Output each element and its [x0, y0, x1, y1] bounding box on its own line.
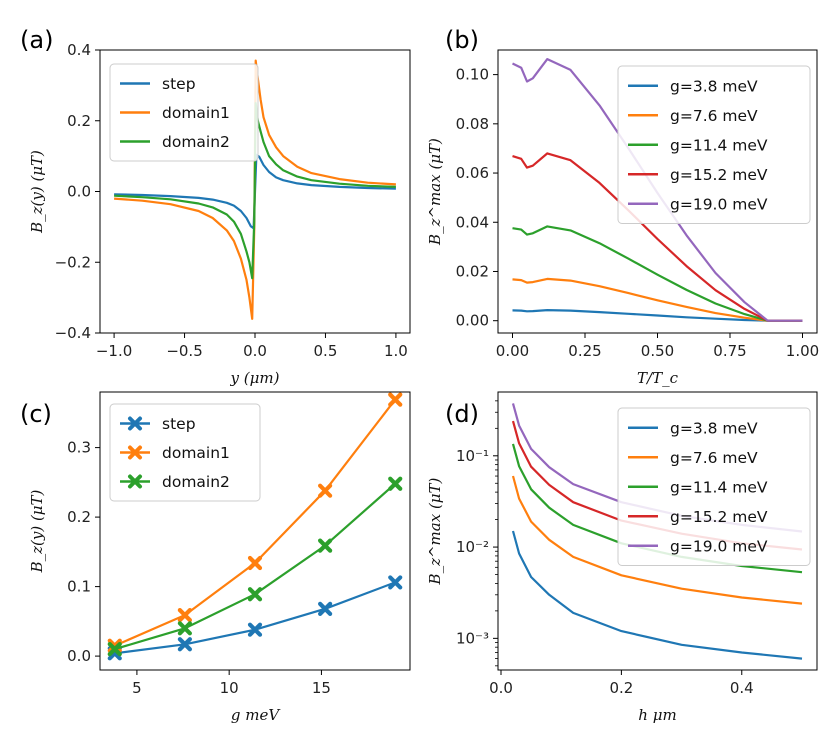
- y-tick-label: 0.2: [67, 508, 91, 526]
- panel-d: (d) 0.0 0.2 0.4 10⁻³ 10⁻² 10⁻¹ h μm B_z^max (μT)…: [426, 391, 818, 724]
- x-tick-label: 0.2: [609, 679, 633, 697]
- y-axis-label: B_z(y) (μT): [28, 150, 46, 234]
- y-tick-label: 10⁻²: [456, 538, 489, 556]
- x-axis-label: y (μm): [230, 369, 280, 387]
- y-tick-label: 0.04: [456, 213, 489, 231]
- data-point-marker: [107, 642, 122, 657]
- panel-c: (c) 5 10 15 0.0 0.1 0.2 0.3 g meV B_z(y) (μT) step…: [20, 391, 411, 724]
- y-tick-label: 0.10: [456, 66, 489, 84]
- data-point-marker: [318, 483, 333, 498]
- panel-a: (a) −1.0 −0.5 0.0 0.5 1.0 −0.4 −0.2 0.0 0.2 0.4 y (…: [20, 26, 411, 387]
- x-tick-label: 0.75: [713, 342, 746, 360]
- series-line-g-15-2-mev: [512, 152, 803, 322]
- y-axis-label: B_z^max (μT): [426, 138, 444, 246]
- x-tick-label: 0.5: [314, 342, 338, 360]
- series-line-g-11-4-mev: [512, 225, 803, 322]
- x-tick-label: 0.50: [641, 342, 674, 360]
- data-point-marker: [177, 607, 192, 623]
- series-line-domain2: [114, 482, 396, 651]
- x-tick-label: 5: [132, 679, 142, 697]
- legend: step domain1 domain2: [109, 63, 259, 162]
- y-tick-label: 0.0: [67, 647, 91, 665]
- legend-label: step: [162, 415, 196, 433]
- x-tick-label: 10: [220, 679, 239, 697]
- data-point-marker: [388, 575, 403, 590]
- legend: step domain1 domain2: [109, 403, 261, 502]
- plot-area: [107, 392, 403, 661]
- data-point-marker: [388, 476, 403, 491]
- legend-label: g=15.2 meV: [670, 508, 768, 526]
- legend: g=3.8 meV g=7.6 meV g=11.4 meV g=15.2 meV g=…: [617, 407, 811, 566]
- y-axis-label: B_z(y) (μT): [28, 489, 46, 573]
- legend-label: g=19.0 meV: [670, 195, 768, 213]
- legend: g=3.8 meV g=7.6 meV g=11.4 meV g=15.2 meV g=…: [617, 65, 811, 224]
- legend-label: g=11.4 meV: [670, 136, 768, 154]
- data-point-marker: [177, 637, 192, 652]
- x-tick-label: 15: [312, 679, 331, 697]
- data-point-marker: [388, 392, 403, 407]
- y-tick-label: 0.0: [67, 183, 91, 201]
- series-line-g-19-0-mev: [512, 57, 803, 322]
- x-tick-label: 0.0: [489, 679, 513, 697]
- legend-label: domain1: [162, 104, 230, 122]
- series-line-g-3-8-mev: [511, 530, 803, 660]
- x-tick-label: 0.00: [496, 342, 529, 360]
- data-point-marker: [247, 587, 263, 602]
- y-tick-label: 0.2: [67, 112, 91, 130]
- panel-label: (b): [445, 26, 479, 54]
- x-tick-label: 0.25: [568, 342, 601, 360]
- legend-label: g=3.8 meV: [670, 77, 758, 95]
- y-tick-label: 0.02: [456, 262, 489, 280]
- y-tick-label: 10⁻¹: [456, 447, 489, 465]
- data-point-marker: [247, 555, 263, 571]
- y-tick-label: 0.08: [456, 115, 489, 133]
- legend-label: g=11.4 meV: [670, 478, 768, 496]
- x-tick-label: 1.00: [786, 342, 819, 360]
- legend-label: g=19.0 meV: [670, 537, 768, 555]
- panel-label: (c): [20, 400, 52, 428]
- series-line-g-3-8-mev: [512, 309, 803, 322]
- y-tick-label: 0.3: [67, 439, 91, 457]
- legend-label: step: [162, 75, 196, 93]
- y-tick-label: −0.2: [55, 253, 91, 271]
- series-line-g-7-6-mev: [511, 475, 803, 605]
- x-axis-label: g meV: [231, 706, 281, 724]
- y-tick-label: 10⁻³: [456, 629, 489, 647]
- y-axis-label: B_z^max (μT): [426, 477, 444, 585]
- y-tick-label: 0.06: [456, 164, 489, 182]
- legend-label: domain2: [162, 133, 230, 151]
- series-line-domain2: [114, 101, 396, 280]
- panel-b: (b) 0.00 0.25 0.50 0.75 1.00 0.00 0.02 0.04 0.06 0…: [426, 26, 819, 387]
- legend-label: g=15.2 meV: [670, 166, 768, 184]
- x-tick-label: −0.5: [166, 342, 202, 360]
- y-tick-label: 0.00: [456, 312, 489, 330]
- legend-label: g=3.8 meV: [670, 419, 758, 437]
- plot-area: [512, 57, 803, 322]
- x-tick-label: −1.0: [96, 342, 132, 360]
- legend-label: g=7.6 meV: [670, 107, 758, 125]
- data-point-marker: [318, 601, 333, 616]
- axes-frame: [99, 391, 411, 671]
- legend-label: g=7.6 meV: [670, 449, 758, 467]
- x-tick-label: 0.4: [730, 679, 754, 697]
- x-axis-label: h μm: [638, 706, 676, 724]
- series-line-g-7-6-mev: [512, 277, 803, 322]
- data-point-marker: [177, 621, 192, 636]
- legend-label: domain2: [162, 473, 230, 491]
- legend-label: domain1: [162, 444, 230, 462]
- data-point-marker: [247, 622, 263, 637]
- y-tick-label: 0.4: [67, 41, 91, 59]
- x-axis-label: T/T_c: [637, 369, 679, 387]
- panel-label: (d): [445, 400, 479, 428]
- x-tick-label: 1.0: [384, 342, 408, 360]
- y-tick-label: 0.1: [67, 578, 91, 596]
- y-tick-label: −0.4: [55, 324, 91, 342]
- data-point-marker: [318, 538, 333, 553]
- x-tick-label: 0.0: [243, 342, 267, 360]
- panel-label: (a): [20, 26, 53, 54]
- axes-frame: [497, 391, 818, 671]
